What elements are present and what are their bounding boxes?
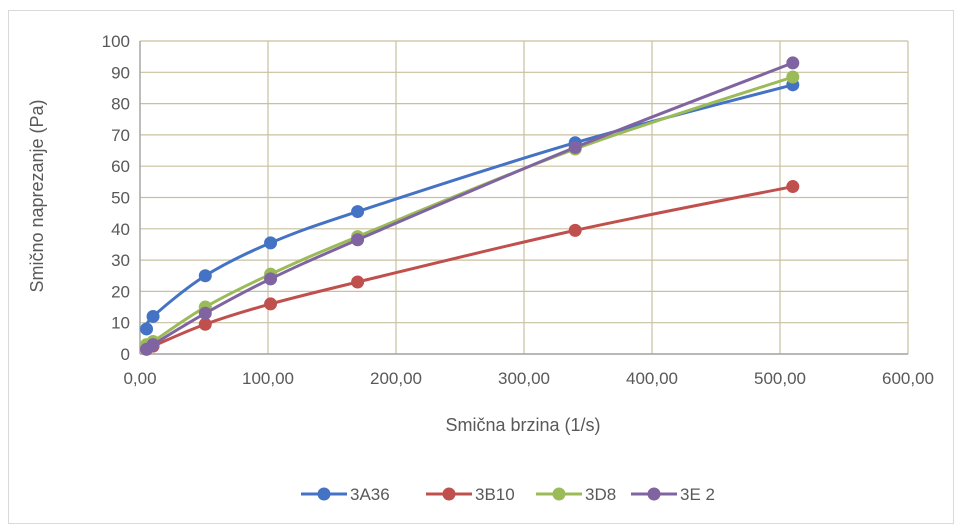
series-lines bbox=[140, 56, 800, 356]
data-point-3e-2 bbox=[568, 140, 582, 154]
series-3e-2 bbox=[140, 56, 800, 356]
y-tick-label: 40 bbox=[111, 220, 130, 239]
series-3d8 bbox=[140, 70, 800, 352]
series-line-3e-2 bbox=[144, 61, 794, 351]
x-tick-label: 100,00 bbox=[242, 369, 294, 388]
series-line-3d8 bbox=[144, 75, 794, 347]
data-point-3b10 bbox=[198, 317, 212, 331]
data-point-3a36 bbox=[198, 269, 212, 283]
x-tick-label: 200,00 bbox=[370, 369, 422, 388]
data-point-3a36 bbox=[264, 236, 278, 250]
y-tick-label: 10 bbox=[111, 314, 130, 333]
legend-label-3d8: 3D8 bbox=[585, 485, 616, 504]
line-chart: 0 10 20 30 40 50 60 70 80 90 100 0,00 100,00 200,00 30… bbox=[27, 32, 934, 504]
data-point-3e-2 bbox=[264, 272, 278, 286]
data-point-3d8 bbox=[786, 70, 800, 84]
legend-marker-3d8 bbox=[552, 487, 566, 501]
y-tick-label: 80 bbox=[111, 95, 130, 114]
y-tick-label: 60 bbox=[111, 157, 130, 176]
legend-item-3d8: 3D8 bbox=[536, 485, 616, 504]
y-tick-label: 20 bbox=[111, 282, 130, 301]
x-tick-label: 500,00 bbox=[754, 369, 806, 388]
data-point-3b10 bbox=[786, 180, 800, 194]
legend: 3A36 3B10 3D8 3E 2 bbox=[301, 485, 715, 504]
series-3a36 bbox=[140, 78, 800, 336]
y-tick-label: 100 bbox=[102, 32, 130, 51]
x-tick-label: 400,00 bbox=[626, 369, 678, 388]
data-point-3e-2 bbox=[198, 306, 212, 320]
y-axis-title: Smično naprezanje (Pa) bbox=[27, 99, 47, 292]
x-tick-label: 300,00 bbox=[498, 369, 550, 388]
legend-item-3a36: 3A36 bbox=[301, 485, 390, 504]
axes bbox=[139, 41, 908, 355]
legend-label-3b10: 3B10 bbox=[475, 485, 515, 504]
legend-marker-3e-2 bbox=[647, 487, 661, 501]
legend-label-3e-2: 3E 2 bbox=[680, 485, 715, 504]
data-point-3a36 bbox=[351, 205, 365, 219]
tick-labels: 0 10 20 30 40 50 60 70 80 90 100 0,00 100,00 200,00 30… bbox=[102, 32, 934, 388]
x-axis-title: Smična brzina (1/s) bbox=[445, 415, 600, 435]
y-tick-label: 90 bbox=[111, 63, 130, 82]
y-tick-label: 50 bbox=[111, 189, 130, 208]
legend-item-3e-2: 3E 2 bbox=[631, 485, 715, 504]
data-point-3e-2 bbox=[786, 56, 800, 70]
data-point-3e-2 bbox=[146, 338, 160, 352]
data-point-3b10 bbox=[264, 297, 278, 311]
data-point-3a36 bbox=[146, 309, 160, 323]
data-point-3b10 bbox=[351, 275, 365, 289]
legend-marker-3b10 bbox=[442, 487, 456, 501]
legend-item-3b10: 3B10 bbox=[426, 485, 515, 504]
y-tick-label: 0 bbox=[121, 345, 130, 364]
y-tick-label: 30 bbox=[111, 251, 130, 270]
series-line-3b10 bbox=[144, 185, 794, 351]
legend-label-3a36: 3A36 bbox=[350, 485, 390, 504]
y-tick-label: 70 bbox=[111, 126, 130, 145]
series-3b10 bbox=[140, 180, 800, 356]
series-line-3a36 bbox=[144, 83, 794, 330]
data-point-3a36 bbox=[140, 322, 154, 336]
data-point-3b10 bbox=[568, 223, 582, 237]
x-tick-label: 0,00 bbox=[123, 369, 156, 388]
data-point-3e-2 bbox=[351, 233, 365, 247]
chart-area: 0 10 20 30 40 50 60 70 80 90 100 0,00 100,00 200,00 30… bbox=[8, 10, 954, 524]
x-tick-label: 600,00 bbox=[882, 369, 934, 388]
legend-marker-3a36 bbox=[317, 487, 331, 501]
